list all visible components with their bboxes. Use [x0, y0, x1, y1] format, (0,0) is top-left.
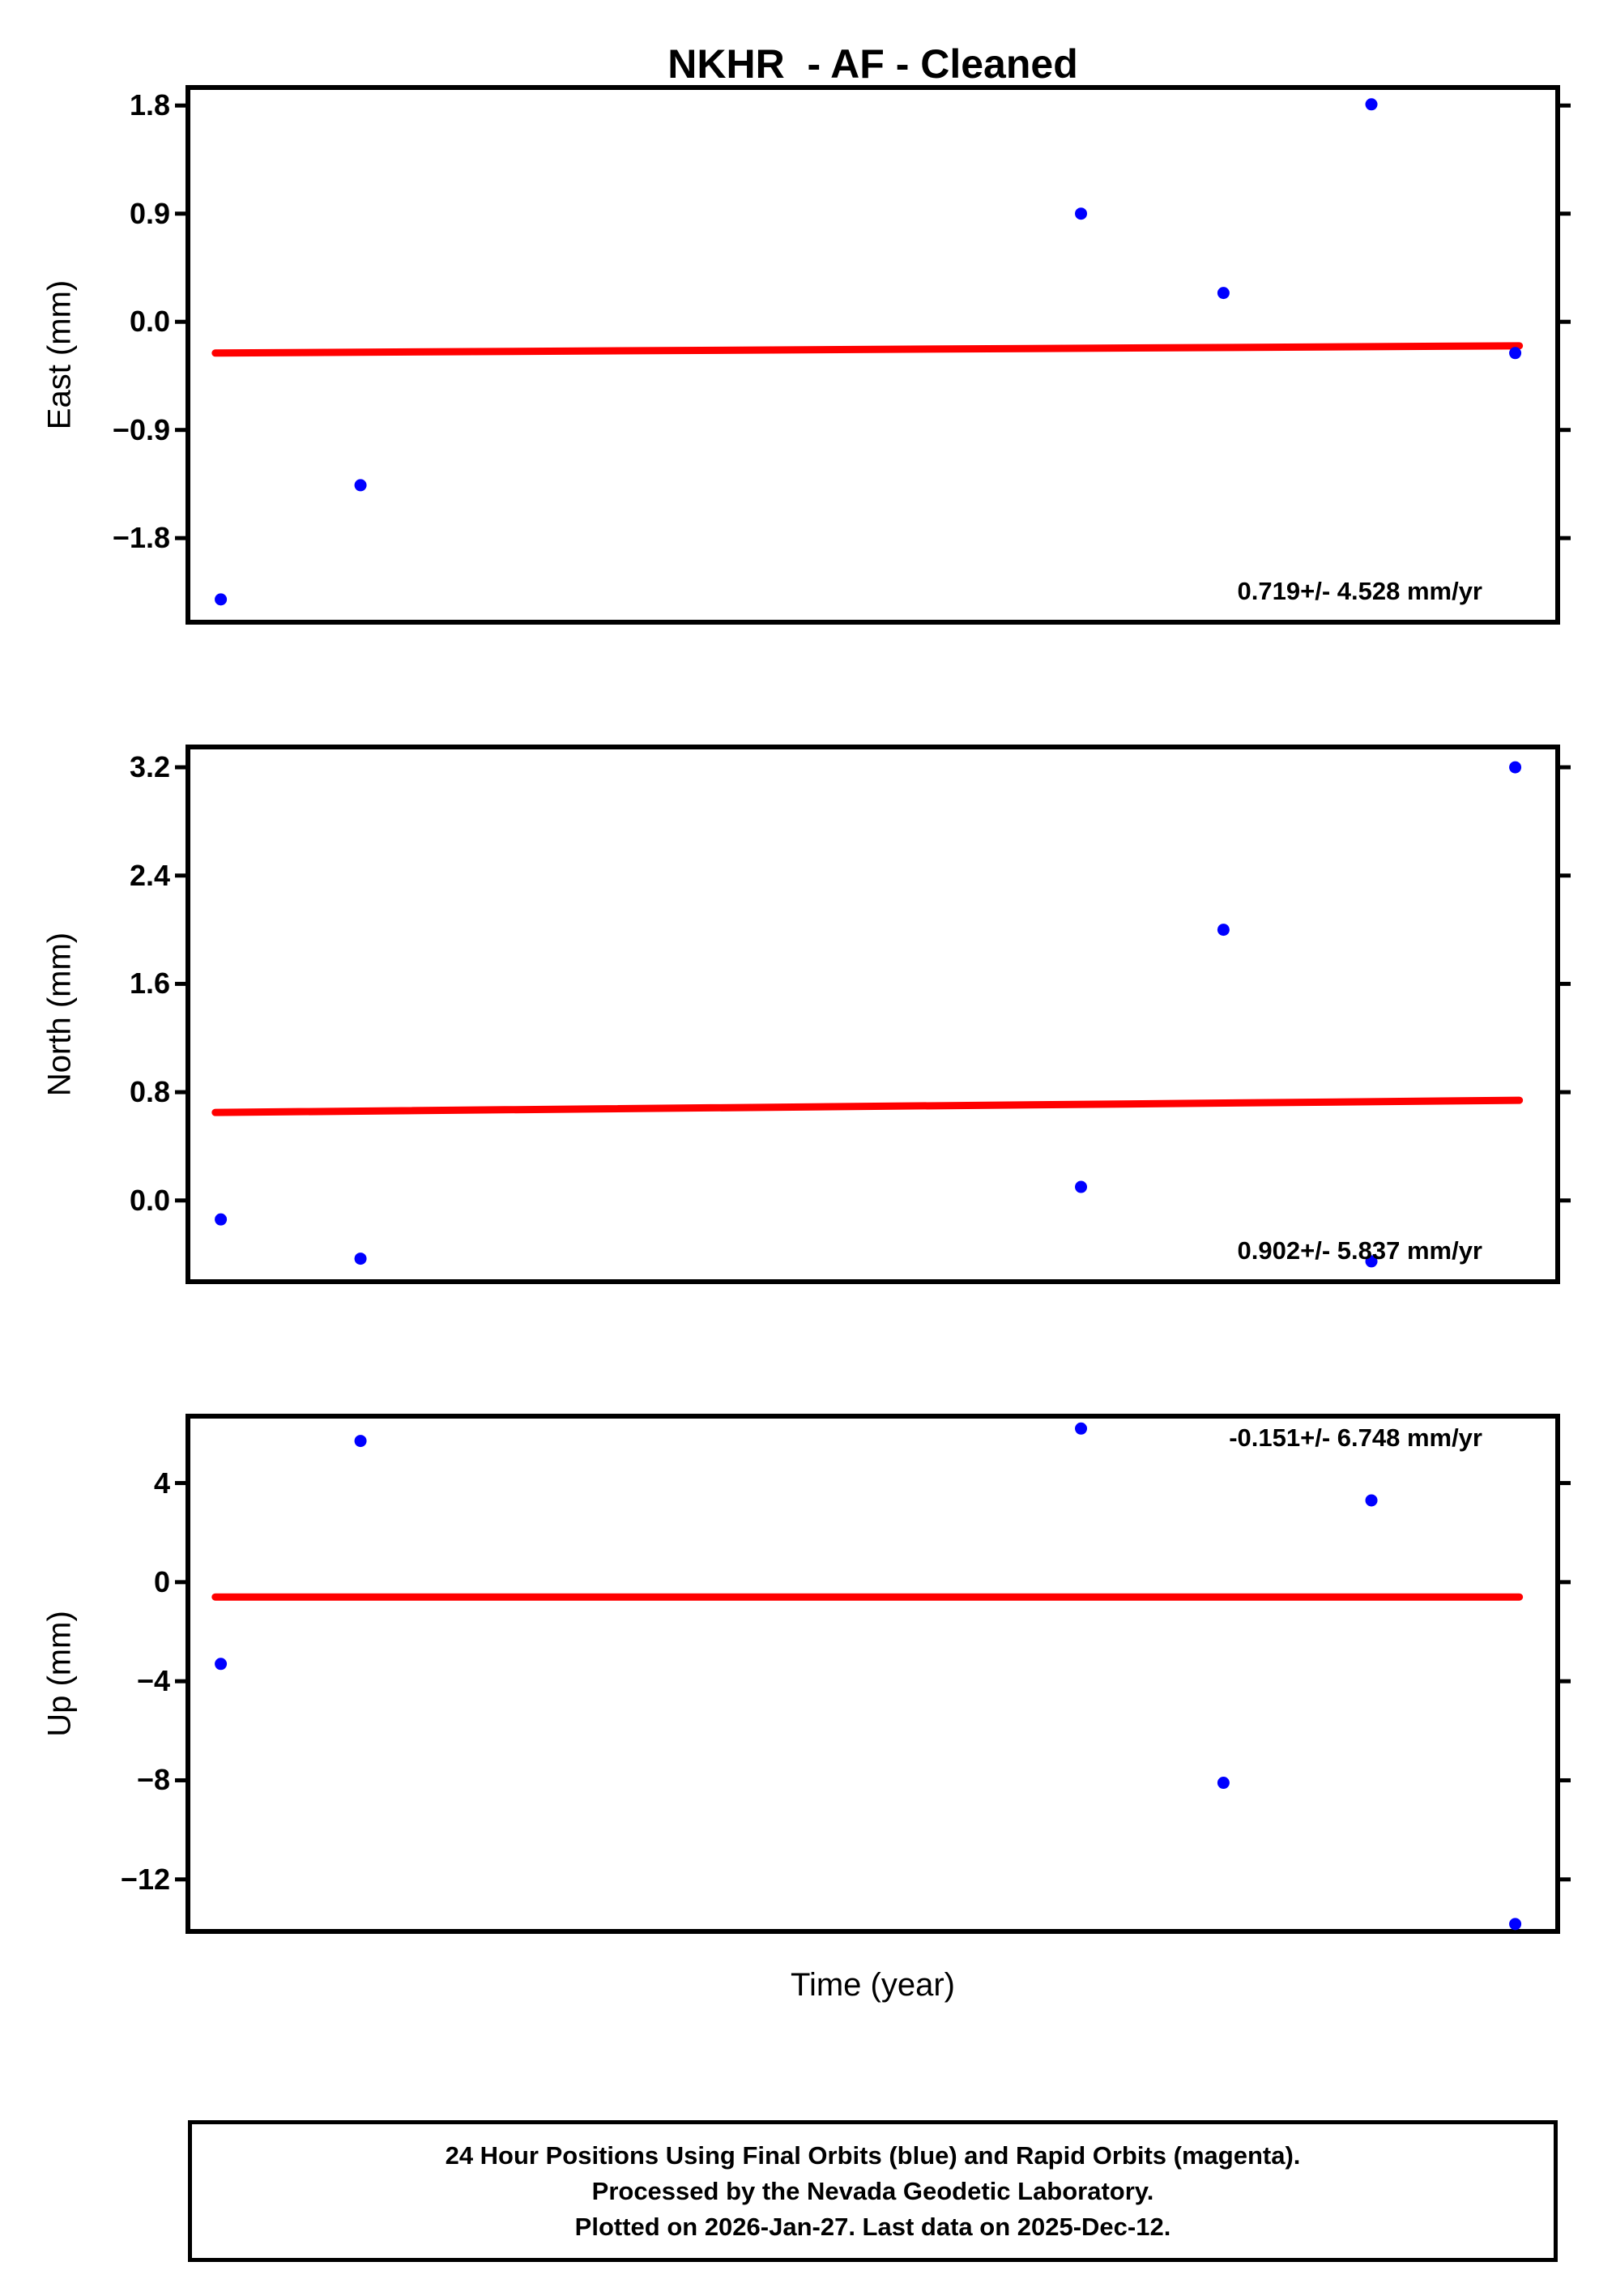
y-tick-label: 0.8: [129, 1075, 170, 1109]
data-point: [354, 479, 367, 492]
data-point: [215, 593, 228, 606]
y-tick-label: 0: [153, 1564, 170, 1598]
y-tick-label: −12: [120, 1862, 170, 1896]
data-point: [1509, 347, 1522, 360]
footer-line-1: 24 Hour Positions Using Final Orbits (bl…: [445, 2141, 1301, 2170]
y-tick-label: 2.4: [129, 858, 170, 892]
y-tick-label: 3.2: [129, 750, 170, 784]
trend-line: [211, 342, 1524, 357]
subplot-2: [175, 745, 1571, 1284]
y-tick-label: 4: [153, 1466, 170, 1500]
trend-line: [211, 1096, 1524, 1116]
y-axis-label-north: North (mm): [41, 932, 78, 1097]
data-point: [354, 1435, 367, 1448]
x-axis-label: Time (year): [791, 1967, 955, 2003]
data-point: [1217, 924, 1230, 937]
plot-frame: [185, 1414, 1560, 1934]
data-point: [1217, 1777, 1230, 1790]
rate-annotation-up: -0.151+/- 6.748 mm/yr: [1229, 1423, 1482, 1452]
data-point: [1075, 1422, 1088, 1435]
y-tick-label: 1.6: [129, 967, 170, 1001]
y-tick-label: −0.9: [112, 412, 170, 446]
plot-frame: [185, 85, 1560, 625]
data-point: [215, 1658, 228, 1671]
y-tick-label: 0.0: [129, 305, 170, 339]
data-point: [1075, 207, 1088, 220]
data-point: [1365, 98, 1378, 111]
y-tick-label: −1.8: [112, 521, 170, 555]
rate-annotation-north: 0.902+/- 5.837 mm/yr: [1237, 1236, 1482, 1265]
data-point: [1217, 287, 1230, 300]
plot-frame: [185, 745, 1560, 1284]
data-point: [354, 1253, 367, 1265]
footer-line-3: Plotted on 2026-Jan-27. Last data on 202…: [574, 2213, 1171, 2241]
footer-note-box: 24 Hour Positions Using Final Orbits (bl…: [188, 2120, 1558, 2262]
data-point: [1365, 1255, 1378, 1268]
y-tick-label: −8: [136, 1763, 170, 1797]
y-tick-label: 1.8: [129, 88, 170, 122]
subplot-1: [175, 85, 1571, 625]
y-axis-label-east: East (mm): [41, 280, 78, 430]
data-point: [215, 1213, 228, 1226]
footer-line-2: Processed by the Nevada Geodetic Laborat…: [591, 2177, 1154, 2205]
figure-title: NKHR - AF - Cleaned: [667, 41, 1078, 87]
data-point: [1075, 1180, 1088, 1193]
data-point: [1509, 761, 1522, 774]
y-tick-label: −4: [136, 1664, 170, 1698]
y-tick-label: 0.0: [129, 1183, 170, 1217]
subplot-3: [175, 1414, 1571, 1934]
data-point: [1365, 1494, 1378, 1507]
y-tick-label: 0.9: [129, 196, 170, 230]
rate-annotation-east: 0.719+/- 4.528 mm/yr: [1237, 577, 1482, 605]
data-point: [1509, 1918, 1522, 1931]
